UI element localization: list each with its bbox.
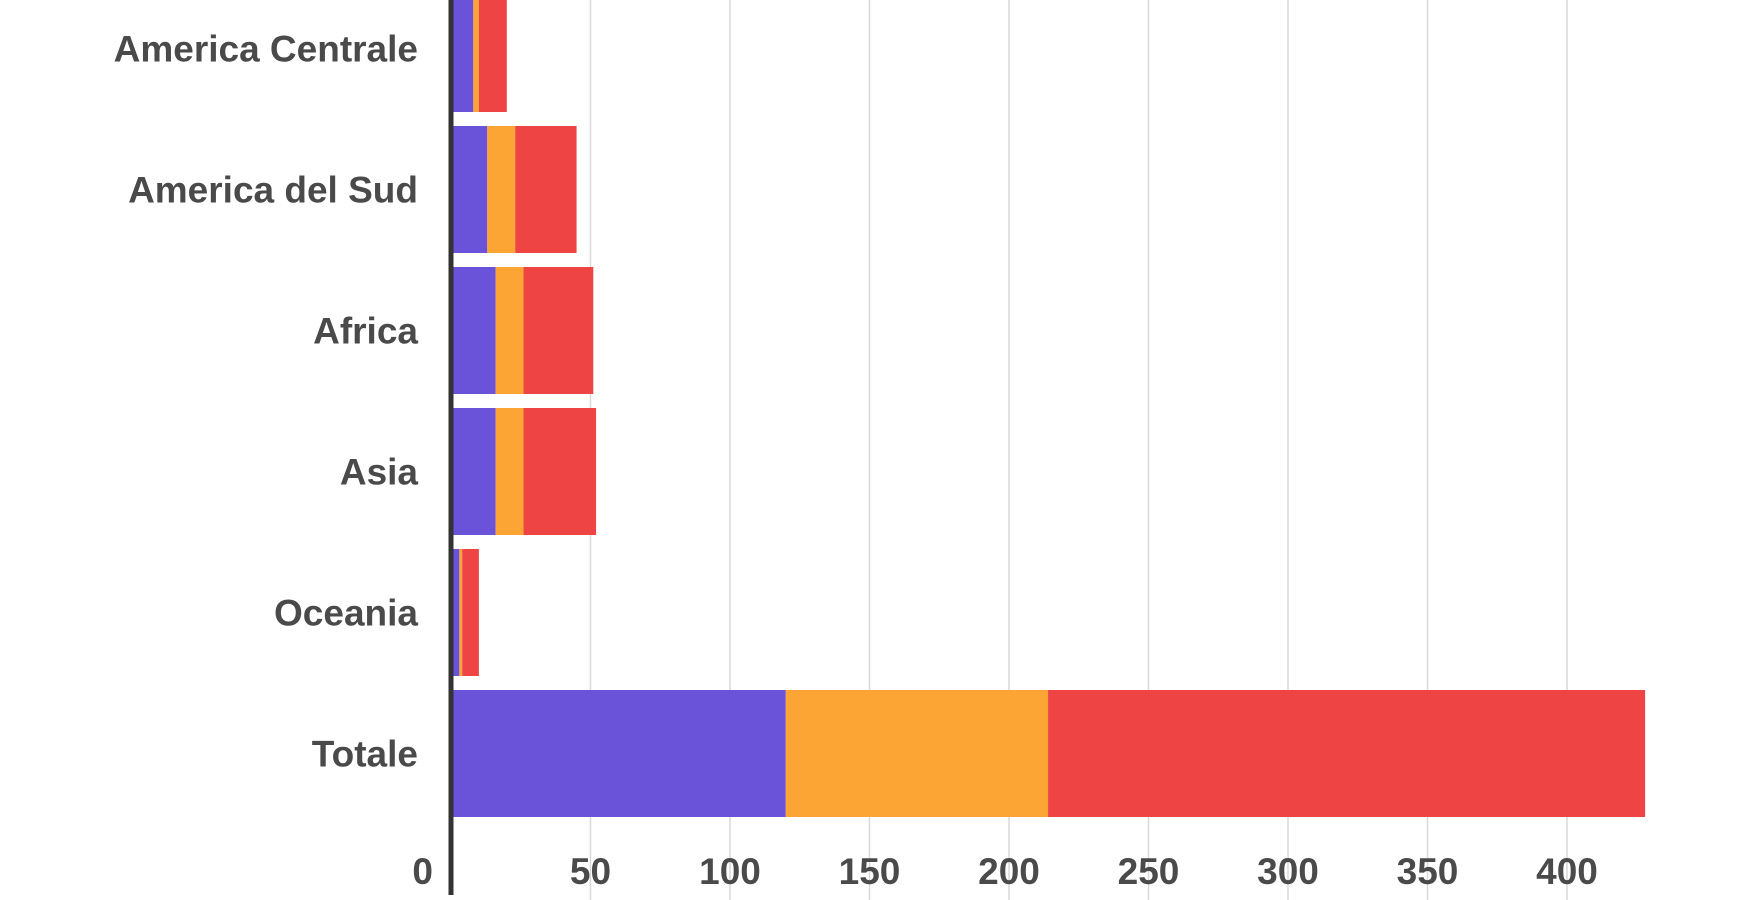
x-tick-label-100: 100	[699, 851, 761, 892]
bar-africa-segment-3	[523, 267, 594, 394]
bar-totale-segment-2	[785, 690, 1049, 817]
x-tick-label-200: 200	[978, 851, 1040, 892]
bar-oceania-segment-2	[459, 549, 463, 676]
bar-america-centrale-segment-2	[473, 0, 479, 112]
bar-totale-segment-3	[1048, 690, 1646, 817]
category-label-asia: Asia	[340, 452, 419, 493]
bar-oceania-segment-1	[451, 549, 460, 676]
category-label-america-centrale: America Centrale	[114, 29, 418, 70]
bar-oceania-segment-3	[462, 549, 479, 676]
category-label-africa: Africa	[313, 311, 418, 352]
x-tick-label-50: 50	[570, 851, 611, 892]
bars	[451, 0, 1646, 817]
bar-america-del-sud-segment-2	[487, 126, 516, 253]
bar-america-del-sud-segment-3	[515, 126, 577, 253]
x-tick-labels: 0 50 100 150 200 250 300 350 400	[412, 851, 1597, 892]
bar-asia-segment-3	[523, 408, 597, 535]
category-label-america-del-sud: America del Sud	[128, 170, 418, 211]
x-tick-label-250: 250	[1118, 851, 1180, 892]
x-tick-label-350: 350	[1397, 851, 1459, 892]
bar-asia-segment-1	[451, 408, 496, 535]
bar-africa-segment-1	[451, 267, 496, 394]
x-tick-label-0: 0	[412, 851, 433, 892]
x-tick-label-400: 400	[1536, 851, 1598, 892]
category-labels: America Centrale America del Sud Africa Asi…	[114, 29, 419, 775]
x-tick-label-150: 150	[839, 851, 901, 892]
gridlines	[589, 0, 1568, 900]
category-label-totale: Totale	[312, 734, 418, 775]
bar-america-centrale-segment-3	[478, 0, 507, 112]
bar-america-centrale-segment-1	[451, 0, 474, 112]
category-label-oceania: Oceania	[274, 593, 418, 634]
bar-africa-segment-2	[495, 267, 524, 394]
x-tick-label-300: 300	[1257, 851, 1319, 892]
bar-asia-segment-2	[495, 408, 524, 535]
bar-totale-segment-1	[451, 690, 786, 817]
bar-america-del-sud-segment-1	[451, 126, 488, 253]
